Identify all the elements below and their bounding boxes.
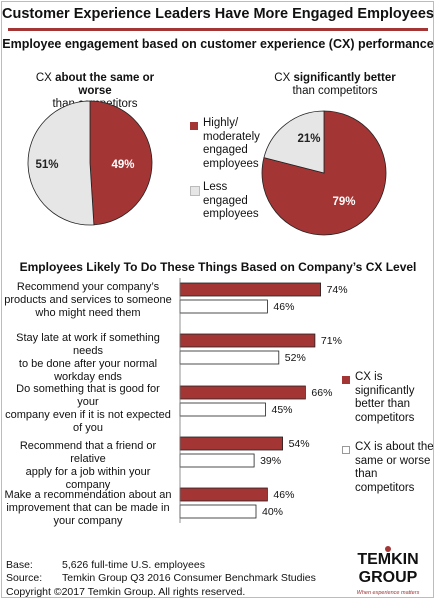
bar-cx-better	[179, 385, 306, 400]
pie-section-title: Employee engagement based on customer ex…	[2, 37, 434, 51]
logo-tagline: When experience matters	[357, 590, 420, 596]
bar-category-line: Stay late at work if something needs	[16, 332, 160, 357]
bar-category-line: who might need them	[35, 307, 141, 319]
legend-less-line: Less	[203, 181, 228, 193]
bar-legend-line: competitors	[355, 411, 415, 424]
title-rule	[8, 28, 428, 31]
bar-value-label: 40%	[262, 506, 283, 518]
bar-legend-swatch-same-worse	[342, 446, 350, 454]
bar-category-line: Recommend that a friend or relative	[19, 440, 157, 465]
bar-cx-better	[179, 487, 268, 502]
legend-less-line: engaged	[203, 194, 248, 207]
temkin-logo-graphic: TEMKIN GROUP When experience matters	[357, 546, 420, 596]
temkin-group-logo: TEMKIN GROUP When experience matters	[348, 540, 428, 600]
bar-value-label: 46%	[273, 489, 294, 501]
footer-base-text: 5,626 full-time U.S. employees	[62, 559, 205, 571]
bar-legend-line: competitors	[355, 481, 415, 494]
bar-category-line: of you	[73, 422, 103, 434]
logo-line1: TEMKIN	[357, 551, 418, 568]
bar-value-label: 39%	[260, 455, 281, 467]
bar-legend-label-same-worse: CX is about the same or worse than compe…	[355, 441, 434, 495]
footer-source-text: Temkin Group Q3 2016 Consumer Benchmark …	[62, 572, 316, 584]
bar-category-line: apply for a job within your company	[25, 466, 151, 491]
bar-category-line: to be done after your normal	[18, 358, 158, 370]
footer-base: Base: 5,626 full-time U.S. employees	[6, 559, 205, 572]
legend-swatch-less-engaged	[190, 186, 200, 196]
bar-cx-same-worse	[179, 402, 266, 417]
left-pie-caption-bold: about the same or worse	[55, 72, 155, 97]
bar-cx-same-worse	[179, 299, 268, 314]
bar-category-label: Recommend your company’s products and se…	[4, 281, 172, 320]
bar-chart: 74% 46% 71% 52% 66% 45% 54% 39% 46% 40%	[179, 278, 348, 523]
bar-value-label: 74%	[327, 284, 348, 296]
bar-category-label: Recommend that a friend or relative appl…	[4, 440, 172, 492]
bar-cx-better	[179, 282, 322, 297]
bar-category-label: Do something that is good for your compa…	[4, 383, 172, 435]
bar-cx-better	[179, 436, 283, 451]
pie-slice-less-engaged	[263, 110, 325, 174]
bar-category-line: Make a recommendation about an	[4, 489, 172, 501]
pie-slice-less-engaged	[27, 100, 95, 226]
left-pie-caption-plain: CX	[35, 72, 52, 84]
legend-label-engaged: Highly/ moderately engaged employees	[203, 117, 260, 171]
legend-label-less-engaged: Less engaged employees	[203, 181, 259, 222]
right-pie-caption: CX significantly better than competitors	[260, 72, 410, 98]
bar-value-label: 54%	[289, 438, 310, 450]
pie-slice-engaged	[89, 100, 153, 226]
bar-legend-line: CX is	[355, 371, 383, 383]
pie-value-label: 51%	[35, 159, 58, 171]
logo-line2: GROUP	[359, 569, 418, 586]
bar-legend-swatch-better	[342, 376, 350, 384]
bar-cx-same-worse	[179, 453, 255, 468]
bar-category-line: products and services to someone	[4, 294, 172, 306]
bar-legend-line: CX is about the	[355, 441, 434, 453]
logo-figure-head	[385, 546, 391, 552]
bar-legend-label-better: CX is significantly better than competit…	[355, 371, 414, 425]
legend-swatch-engaged	[190, 122, 198, 130]
bar-legend-line: same or worse	[355, 454, 431, 467]
bar-section-title: Employees Likely To Do These Things Base…	[19, 260, 417, 274]
right-pie-caption-line2: than competitors	[292, 85, 378, 97]
bar-category-line: your company	[53, 515, 123, 527]
bar-cx-same-worse	[179, 504, 257, 519]
footer-source: Source: Temkin Group Q3 2016 Consumer Ben…	[6, 572, 316, 585]
legend-engaged-line: moderately	[203, 130, 260, 143]
bar-legend-line: than	[355, 468, 378, 480]
pie-charts: 49% 51% 79% 21%	[27, 100, 387, 236]
bar-legend-line: better than	[355, 398, 410, 410]
bar-value-label: 46%	[273, 301, 294, 313]
bar-legend-line: significantly	[355, 384, 415, 397]
pie-value-label: 49%	[111, 159, 134, 171]
right-pie-caption-bold: significantly better	[293, 72, 396, 84]
bar-value-label: 45%	[272, 404, 293, 416]
bar-value-label: 52%	[285, 352, 306, 364]
footer-source-label: Source:	[6, 572, 43, 584]
pie-value-label: 21%	[297, 133, 320, 145]
bar-category-line: company even if it is not expected	[5, 409, 171, 421]
bar-cx-same-worse	[179, 350, 280, 365]
bar-category-label: Stay late at work if something needs to …	[4, 332, 172, 384]
bar-cx-better	[179, 333, 316, 348]
bar-category-line: workday ends	[54, 371, 122, 383]
bar-category-line: improvement that can be made in	[6, 502, 170, 514]
legend-engaged-line: Highly/	[203, 117, 239, 129]
bar-category-line: Do something that is good for your	[16, 383, 160, 408]
figure-frame	[1, 1, 434, 598]
page-title: Customer Experience Leaders Have More En…	[2, 6, 434, 22]
legend-less-line: employees	[203, 208, 259, 220]
bar-category-label: Make a recommendation about an improveme…	[4, 489, 172, 528]
footer-copyright: Copyright ©2017 Temkin Group. All rights…	[6, 586, 246, 598]
bar-value-label: 66%	[311, 387, 332, 399]
footer-base-label: Base:	[6, 559, 33, 571]
legend-engaged-line: engaged	[203, 144, 248, 156]
legend-engaged-line: employees	[203, 157, 259, 170]
pie-value-label: 79%	[332, 196, 355, 208]
right-pie-caption-plain: CX	[274, 72, 291, 84]
bar-category-line: Recommend your company’s	[16, 281, 160, 293]
bar-value-label: 71%	[321, 335, 342, 347]
